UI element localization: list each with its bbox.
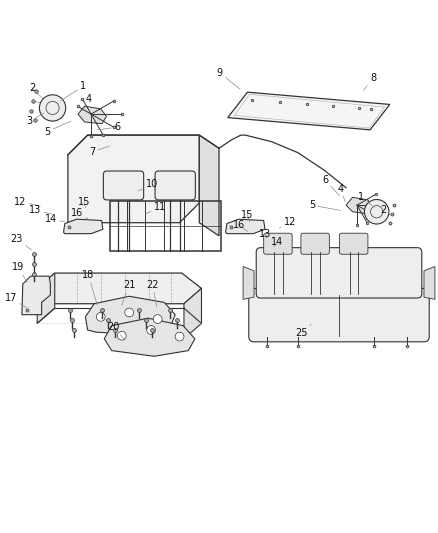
Text: 15: 15 bbox=[241, 210, 254, 222]
FancyBboxPatch shape bbox=[249, 288, 429, 342]
Polygon shape bbox=[37, 273, 55, 324]
Text: 14: 14 bbox=[271, 237, 283, 247]
FancyBboxPatch shape bbox=[301, 233, 329, 254]
Text: 22: 22 bbox=[146, 280, 159, 307]
Circle shape bbox=[39, 95, 66, 121]
Polygon shape bbox=[424, 266, 435, 300]
Polygon shape bbox=[78, 106, 106, 124]
Text: 16: 16 bbox=[71, 208, 88, 219]
Text: 2: 2 bbox=[380, 205, 391, 215]
Polygon shape bbox=[104, 318, 195, 356]
Text: 6: 6 bbox=[322, 175, 339, 196]
Circle shape bbox=[153, 314, 162, 324]
Circle shape bbox=[175, 332, 184, 341]
Polygon shape bbox=[228, 92, 390, 130]
Text: 15: 15 bbox=[78, 197, 90, 207]
Text: 19: 19 bbox=[12, 262, 27, 282]
FancyBboxPatch shape bbox=[103, 171, 144, 200]
Polygon shape bbox=[68, 135, 199, 223]
Polygon shape bbox=[85, 296, 175, 334]
Text: 7: 7 bbox=[89, 146, 110, 157]
Text: 1: 1 bbox=[358, 192, 374, 207]
Polygon shape bbox=[226, 219, 265, 233]
Text: 1: 1 bbox=[60, 81, 86, 101]
FancyBboxPatch shape bbox=[264, 233, 292, 254]
FancyBboxPatch shape bbox=[339, 233, 368, 254]
Polygon shape bbox=[22, 276, 50, 314]
Circle shape bbox=[147, 326, 155, 334]
Text: 11: 11 bbox=[145, 203, 166, 214]
Text: 20: 20 bbox=[108, 322, 125, 340]
Text: 4: 4 bbox=[82, 94, 92, 110]
Text: 14: 14 bbox=[45, 214, 65, 224]
Polygon shape bbox=[346, 197, 372, 214]
Text: 25: 25 bbox=[295, 324, 311, 338]
Text: 3: 3 bbox=[27, 113, 44, 126]
Polygon shape bbox=[37, 273, 201, 304]
Text: 13: 13 bbox=[259, 229, 271, 239]
Text: 23: 23 bbox=[11, 235, 32, 250]
Text: 9: 9 bbox=[217, 68, 240, 89]
Polygon shape bbox=[184, 288, 201, 339]
Text: 5: 5 bbox=[44, 121, 71, 136]
Polygon shape bbox=[243, 266, 254, 300]
Text: 5: 5 bbox=[309, 200, 341, 211]
Text: 6: 6 bbox=[97, 122, 120, 132]
Text: 18: 18 bbox=[82, 270, 97, 305]
Text: 21: 21 bbox=[122, 280, 135, 305]
Circle shape bbox=[117, 332, 126, 340]
Text: 4: 4 bbox=[338, 183, 345, 201]
Text: 17: 17 bbox=[5, 293, 27, 308]
Text: 2: 2 bbox=[29, 83, 37, 94]
Circle shape bbox=[125, 308, 134, 317]
Text: 16: 16 bbox=[233, 220, 247, 231]
Text: 12: 12 bbox=[14, 197, 40, 207]
Circle shape bbox=[364, 199, 389, 224]
Polygon shape bbox=[199, 135, 219, 236]
FancyBboxPatch shape bbox=[256, 248, 422, 298]
Circle shape bbox=[96, 312, 105, 321]
Polygon shape bbox=[64, 219, 103, 233]
Text: 8: 8 bbox=[364, 73, 376, 91]
Text: 13: 13 bbox=[29, 205, 52, 215]
Text: 12: 12 bbox=[279, 217, 296, 228]
Text: 10: 10 bbox=[138, 179, 159, 191]
FancyBboxPatch shape bbox=[155, 171, 195, 200]
